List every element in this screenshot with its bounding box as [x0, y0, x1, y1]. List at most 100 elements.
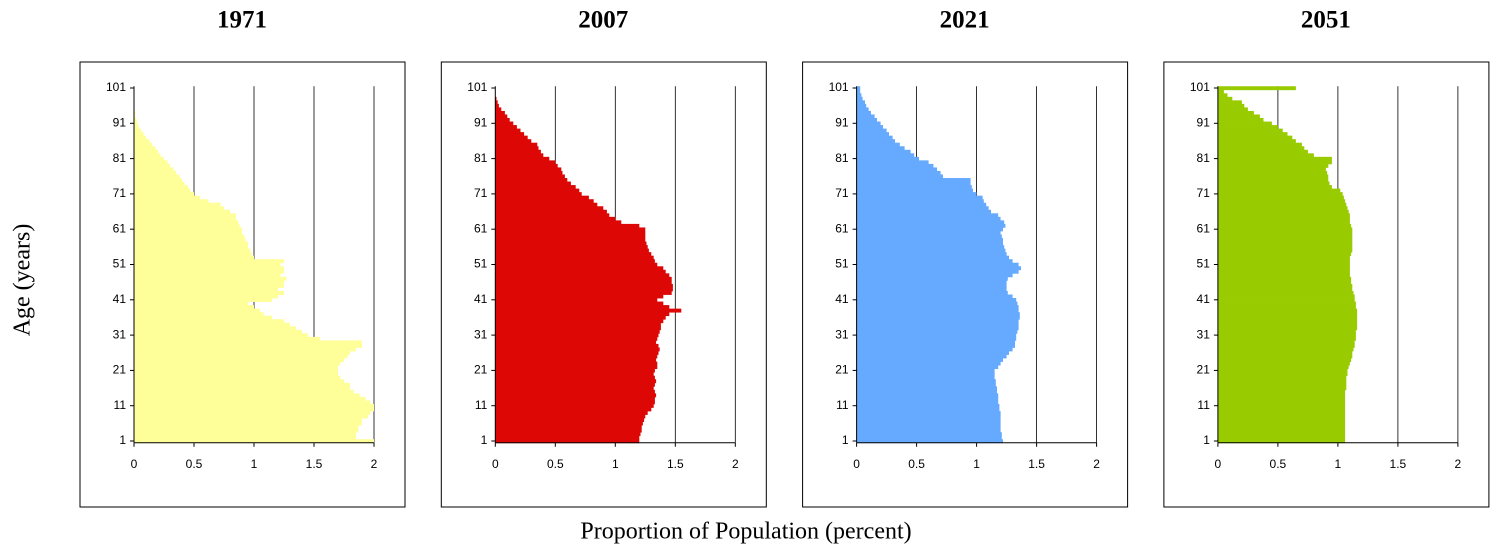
bar [1217, 432, 1346, 437]
bar [1217, 368, 1348, 373]
bar [1217, 336, 1356, 341]
bar [495, 163, 558, 168]
bar [495, 276, 672, 281]
bar [1217, 319, 1358, 324]
bar [1217, 350, 1353, 355]
bar [1217, 418, 1346, 422]
bar [134, 209, 230, 214]
bar [134, 368, 338, 373]
bar [134, 185, 188, 190]
bar [134, 308, 260, 313]
bar [1217, 206, 1348, 211]
x-tick-label: 2 [1093, 457, 1100, 471]
bar [856, 347, 1013, 352]
bar [134, 372, 338, 377]
y-tick-label: 31 [1197, 327, 1211, 341]
bar [1217, 223, 1352, 228]
bar [495, 301, 664, 306]
bar [134, 241, 248, 246]
bar [856, 336, 1017, 341]
x-tick-label: 0.5 [1270, 457, 1287, 471]
bar [134, 287, 278, 292]
bar [1217, 118, 1264, 122]
bar [134, 280, 284, 285]
bar [856, 287, 1007, 292]
bar [134, 322, 290, 327]
bar [134, 213, 236, 218]
x-tick-label: 0 [853, 457, 860, 471]
bar [1217, 230, 1353, 235]
bar [134, 283, 284, 288]
y-tick-label: 91 [113, 115, 127, 129]
bar [134, 110, 136, 115]
bar [1217, 287, 1353, 292]
bar [856, 135, 893, 140]
bar [856, 156, 919, 161]
bar [1217, 213, 1350, 218]
bar [1217, 89, 1224, 94]
bar [495, 146, 539, 151]
bar [1217, 121, 1272, 126]
bar [1217, 276, 1352, 281]
bar [134, 290, 284, 295]
bar [495, 354, 658, 359]
y-tick-label: 1 [1203, 433, 1210, 447]
bar [1217, 142, 1302, 147]
y-tick-label: 21 [835, 363, 849, 377]
bar [1217, 149, 1308, 154]
bar [495, 209, 607, 214]
bar [856, 86, 861, 91]
y-tick-label: 51 [113, 257, 127, 271]
x-tick-label: 1 [1335, 457, 1342, 471]
bar [495, 185, 576, 190]
y-tick-label: 11 [475, 398, 488, 412]
bar [1217, 308, 1358, 313]
bar [856, 414, 1001, 419]
bar [856, 160, 929, 165]
chart-title: 1971 [217, 7, 267, 34]
bar [1217, 167, 1326, 172]
bar [1217, 340, 1355, 345]
bar [1217, 146, 1305, 151]
bar [134, 202, 221, 207]
bar [856, 255, 1009, 260]
bar [856, 340, 1015, 345]
bar [134, 347, 356, 352]
x-tick-label: 0.5 [547, 457, 564, 471]
bar [495, 213, 610, 218]
bar [1217, 375, 1347, 380]
bar [1217, 273, 1350, 278]
bar [1217, 428, 1346, 433]
bar [495, 227, 646, 232]
bar [134, 276, 287, 281]
bar [495, 132, 525, 137]
bar [495, 266, 664, 271]
bar [1217, 192, 1343, 197]
bar [134, 354, 348, 359]
bar [856, 269, 1019, 274]
bar [856, 389, 997, 394]
y-tick-label: 101 [467, 80, 487, 94]
bar [495, 262, 658, 267]
bar [495, 326, 661, 331]
bar [856, 283, 1007, 288]
y-tick-label: 81 [113, 151, 127, 165]
x-tick-label: 1 [612, 457, 619, 471]
bar [856, 121, 881, 126]
bar [856, 432, 1002, 437]
bar [856, 142, 900, 147]
bar [1217, 209, 1349, 214]
bar [856, 305, 1019, 310]
bar [1217, 238, 1353, 242]
bar [134, 396, 366, 401]
bar [495, 174, 565, 179]
bar [1217, 125, 1278, 129]
bar [856, 163, 934, 168]
bar [134, 121, 138, 126]
y-tick-label: 21 [474, 363, 488, 377]
bar [134, 199, 209, 204]
bar [134, 156, 164, 161]
y-tick-label: 51 [474, 257, 488, 271]
bar [495, 400, 655, 405]
bar [856, 308, 1019, 313]
